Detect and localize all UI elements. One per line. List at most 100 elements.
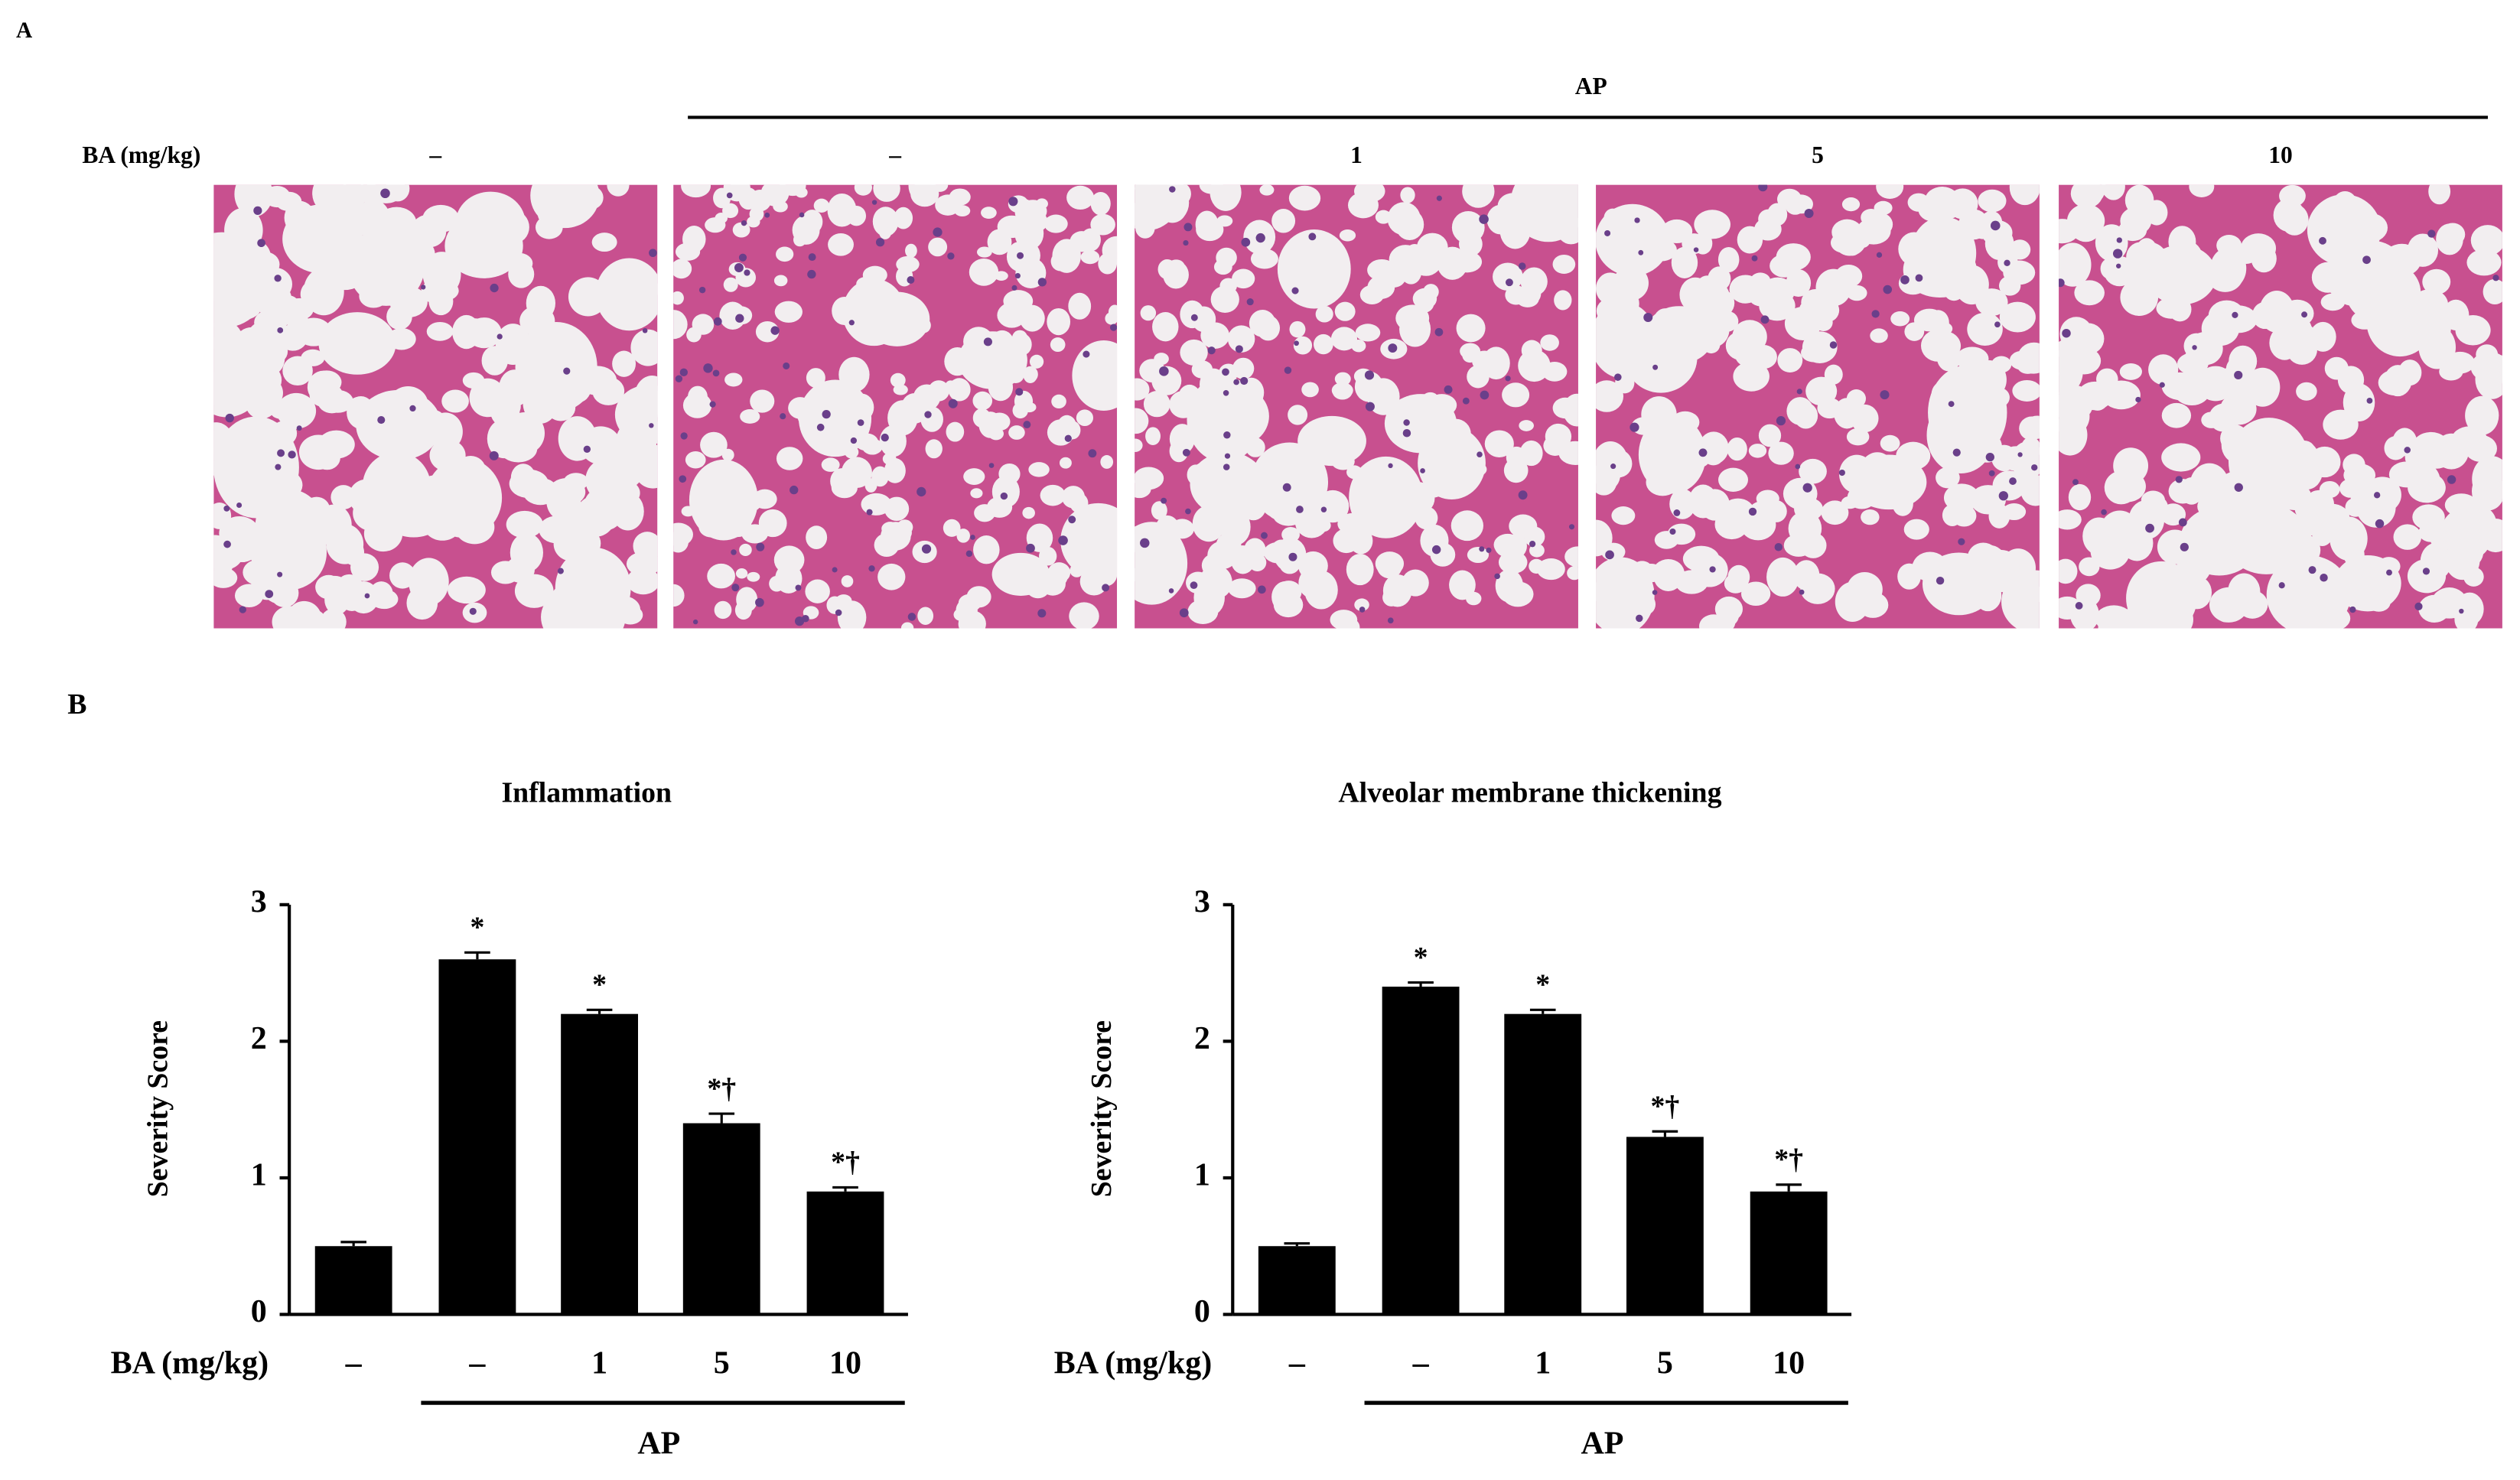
alveolus bbox=[1068, 292, 1092, 320]
alveolus bbox=[2237, 590, 2268, 619]
nucleus bbox=[1494, 573, 1500, 580]
alveolus bbox=[270, 402, 294, 419]
nucleus bbox=[988, 463, 995, 468]
alveolus bbox=[828, 233, 854, 256]
alveolus bbox=[373, 405, 413, 441]
alveolus bbox=[713, 187, 731, 209]
alveolus bbox=[1167, 259, 1185, 273]
alveolus bbox=[276, 392, 317, 429]
nucleus bbox=[832, 567, 838, 573]
alveolus bbox=[2464, 434, 2497, 462]
panel-label: B bbox=[67, 688, 86, 720]
nucleus bbox=[1952, 448, 1961, 457]
nucleus bbox=[1990, 220, 2001, 231]
alveolus bbox=[1495, 569, 1524, 603]
nucleus bbox=[1182, 448, 1190, 457]
alveolus bbox=[2287, 334, 2317, 365]
alveolus bbox=[681, 506, 695, 517]
bar bbox=[438, 959, 516, 1315]
nucleus bbox=[1140, 538, 1150, 548]
alveolus bbox=[1353, 184, 1385, 203]
nucleus bbox=[1802, 483, 1812, 493]
nucleus bbox=[1291, 287, 1299, 294]
alveolus bbox=[673, 259, 692, 279]
alveolus bbox=[1835, 264, 1863, 288]
alveolus bbox=[1330, 610, 1358, 629]
alveolus bbox=[312, 184, 348, 213]
alveolus bbox=[1154, 584, 1170, 600]
nucleus bbox=[2234, 483, 2243, 492]
nucleus bbox=[649, 423, 654, 428]
alveolus bbox=[2059, 414, 2088, 456]
nucleus bbox=[1669, 528, 1676, 535]
alveolus bbox=[776, 447, 803, 470]
nucleus bbox=[1288, 552, 1297, 561]
alveolus bbox=[2310, 321, 2336, 352]
nucleus bbox=[850, 437, 858, 444]
alveolus bbox=[2131, 568, 2170, 598]
alveolus bbox=[1178, 384, 1201, 408]
alveolus bbox=[1349, 456, 1423, 538]
alveolus bbox=[1967, 542, 1999, 573]
alveolus bbox=[1931, 380, 1958, 408]
alveolus bbox=[1540, 334, 1559, 351]
alveolus bbox=[1289, 320, 1306, 338]
alveolus bbox=[2003, 260, 2036, 285]
nucleus bbox=[1365, 402, 1375, 411]
nucleus bbox=[1083, 350, 1090, 358]
nucleus bbox=[1023, 421, 1031, 429]
significance: * bbox=[1535, 969, 1550, 1001]
alveolus bbox=[519, 305, 555, 337]
nucleus bbox=[277, 327, 284, 333]
alveolus bbox=[1548, 200, 1566, 220]
nucleus bbox=[2366, 398, 2373, 404]
alveolus bbox=[321, 253, 346, 283]
alveolus bbox=[1355, 324, 1381, 342]
alveolus bbox=[1846, 428, 1870, 446]
alveolus bbox=[1529, 558, 1545, 574]
alveolus bbox=[2059, 596, 2082, 620]
alveolus bbox=[2361, 274, 2388, 294]
bar bbox=[1382, 986, 1460, 1315]
nucleus bbox=[2072, 479, 2079, 486]
alveolus bbox=[1740, 581, 1771, 607]
nucleus bbox=[1037, 609, 1047, 618]
alveolus bbox=[1974, 579, 2002, 612]
nucleus bbox=[1776, 416, 1786, 426]
nucleus bbox=[2112, 249, 2123, 259]
nucleus bbox=[2017, 452, 2023, 457]
alveolus bbox=[966, 586, 991, 608]
nucleus bbox=[253, 206, 262, 215]
alveolus bbox=[1039, 546, 1057, 566]
nucleus bbox=[1233, 379, 1239, 385]
alveolus bbox=[1734, 340, 1758, 366]
alveolus bbox=[626, 551, 658, 577]
alveolus bbox=[849, 393, 874, 421]
nucleus bbox=[1518, 490, 1528, 500]
nucleus bbox=[755, 597, 764, 607]
nucleus bbox=[2232, 311, 2238, 318]
y-axis-label: Severity Score bbox=[1086, 1020, 1118, 1197]
alveolus bbox=[1298, 568, 1327, 599]
nucleus bbox=[2320, 574, 2328, 582]
alveolus bbox=[1652, 559, 1685, 589]
alveolus bbox=[1145, 427, 1161, 446]
alveolus bbox=[1240, 473, 1257, 486]
alveolus bbox=[1696, 316, 1716, 335]
alveolus bbox=[991, 330, 1014, 353]
nucleus bbox=[1169, 186, 1176, 193]
nucleus bbox=[2362, 255, 2371, 265]
alveolus bbox=[2012, 379, 2040, 402]
nucleus bbox=[770, 326, 780, 335]
nucleus bbox=[364, 593, 370, 599]
y-tick-label: 1 bbox=[1194, 1158, 1210, 1193]
alveolus bbox=[1926, 330, 1962, 362]
alveolus bbox=[1910, 216, 1977, 291]
nucleus bbox=[857, 419, 864, 426]
alveolus bbox=[1520, 267, 1548, 296]
alveolus bbox=[509, 469, 549, 499]
alveolus bbox=[1288, 185, 1321, 211]
bar bbox=[314, 1246, 392, 1315]
alveolus bbox=[252, 252, 280, 277]
nucleus bbox=[881, 433, 889, 442]
